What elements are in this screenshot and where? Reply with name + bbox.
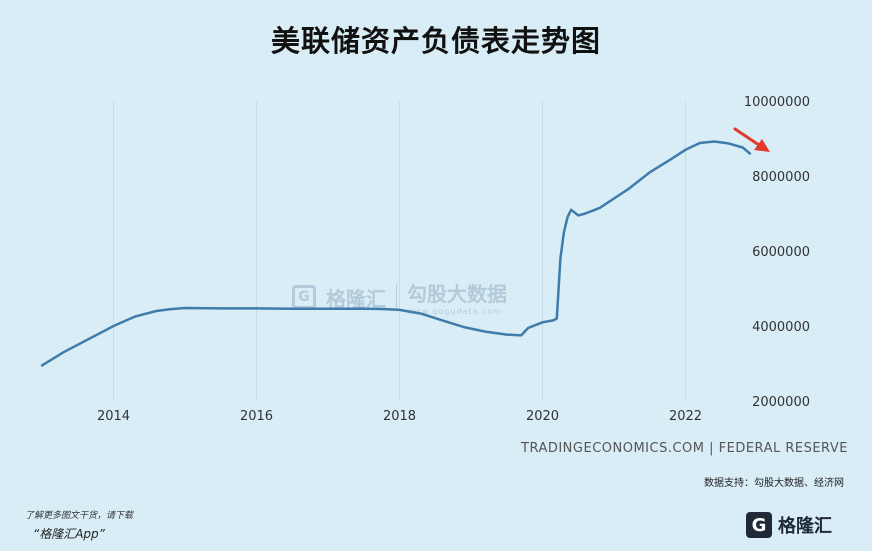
- x-tick-label: 2016: [240, 409, 273, 424]
- app-name-note: “格隆汇App”: [33, 527, 105, 541]
- source-attribution: TRADINGECONOMICS.COM | FEDERAL RESERVE: [521, 441, 848, 456]
- brand-logo: G 格隆汇: [746, 510, 832, 540]
- watermark-brand: 格隆汇: [326, 286, 386, 311]
- watermark-logo-icon: G: [292, 285, 316, 309]
- footer: [0, 492, 872, 551]
- x-tick-label: 2020: [526, 409, 559, 424]
- y-tick-label: 2000000: [752, 395, 810, 410]
- grid-layer: [113, 101, 686, 401]
- watermark-divider: [396, 284, 397, 310]
- download-note: 了解更多图文干货，请下载: [25, 511, 134, 521]
- brand-logo-icon: G: [746, 512, 772, 538]
- y-tick-label: 6000000: [752, 245, 810, 260]
- y-tick-label: 10000000: [744, 95, 810, 110]
- x-tick-label: 2014: [97, 409, 130, 424]
- arrow-shaft: [733, 127, 764, 149]
- arrow-head: [754, 139, 770, 152]
- y-tick-labels: 2000000 4000000 6000000 8000000 10000000: [744, 95, 810, 410]
- watermark: G 格隆汇 勾股大数据 www.gogudata.com: [292, 278, 507, 316]
- x-tick-labels: 2014 2016 2018 2020 2022: [97, 409, 702, 424]
- chart-title: 美联储资产负债表走势图: [270, 24, 601, 58]
- chart-panel: [0, 0, 872, 492]
- series-line: [40, 140, 752, 367]
- red-arrow-icon: [733, 127, 770, 152]
- x-tick-label: 2022: [669, 409, 702, 424]
- data-support-text: 数据支持：勾股大数据、经济网: [704, 478, 844, 489]
- watermark-right-text: 勾股大数据: [407, 282, 507, 306]
- y-tick-label: 4000000: [752, 320, 810, 335]
- y-tick-label: 8000000: [752, 170, 810, 185]
- x-tick-label: 2018: [383, 409, 416, 424]
- watermark-url: www.gogudata.com: [407, 307, 503, 316]
- brand-name: 格隆汇: [778, 516, 832, 537]
- chart-svg: 2014 2016 2018 2020 2022 2000000 4000000 60000…: [40, 95, 810, 424]
